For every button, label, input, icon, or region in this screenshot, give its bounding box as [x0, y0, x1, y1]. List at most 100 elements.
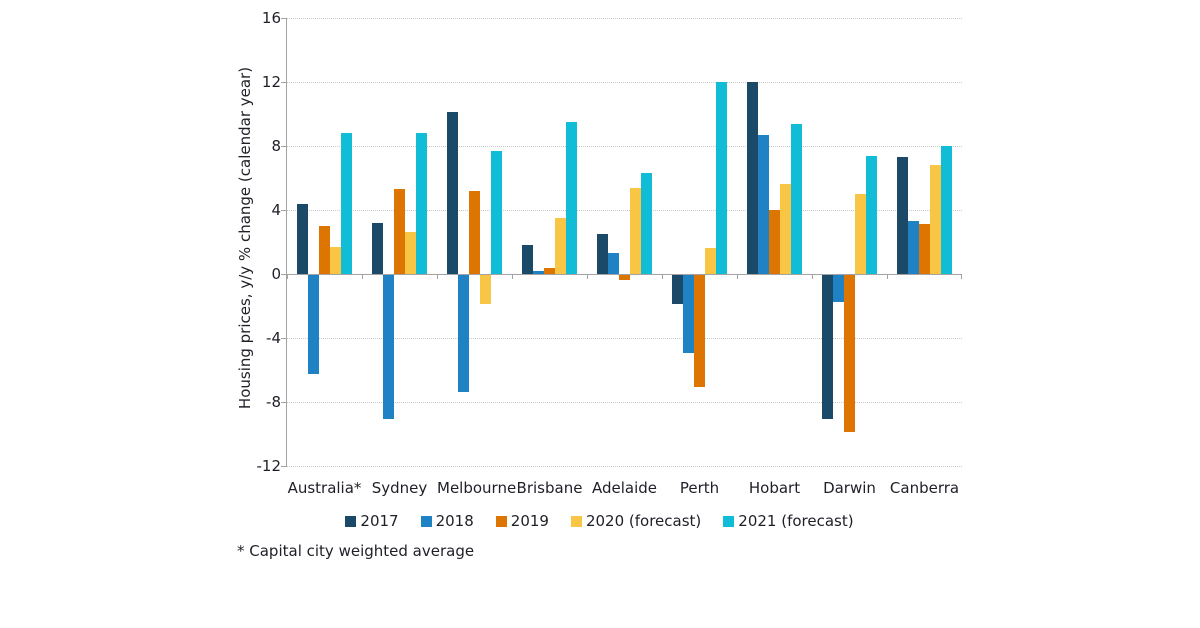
legend-swatch — [345, 515, 357, 527]
y-axis-tick — [281, 466, 287, 467]
bar — [533, 270, 544, 274]
bar — [297, 203, 308, 274]
legend-label: 2017 — [360, 512, 399, 530]
y-axis-title: Housing prices, y/y % change (calendar y… — [236, 66, 254, 410]
x-tick-label: Perth — [679, 479, 720, 497]
y-tick-label: 8 — [271, 137, 281, 155]
bar — [758, 134, 769, 274]
y-axis-line — [286, 18, 287, 467]
bar — [694, 275, 705, 387]
bar — [555, 218, 566, 274]
bar — [641, 173, 652, 274]
bar — [447, 112, 458, 274]
bar — [833, 275, 844, 303]
x-tick-label: Canberra — [889, 479, 960, 497]
bar — [630, 187, 641, 274]
x-axis-tick — [662, 274, 663, 279]
bar — [941, 146, 952, 274]
gridline — [287, 210, 962, 211]
x-axis-tick — [287, 274, 288, 279]
y-tick-label: -12 — [256, 457, 282, 475]
gridline — [287, 146, 962, 147]
x-axis-tick — [961, 274, 962, 279]
legend-label: 2019 — [510, 512, 549, 530]
y-axis-tick — [281, 338, 287, 339]
bar — [319, 226, 330, 274]
x-tick-label: Australia* — [287, 479, 362, 497]
legend-label: 2018 — [435, 512, 474, 530]
x-axis-tick — [812, 274, 813, 279]
legend-swatch — [495, 515, 507, 527]
legend: 2017 2018 2019 2020 (forecast) 2021 (forecas… — [262, 512, 937, 530]
bar — [919, 224, 930, 274]
y-tick-label: 0 — [271, 265, 281, 283]
bar — [822, 275, 833, 419]
bar — [330, 246, 341, 274]
x-tick-label: Sydney — [371, 479, 428, 497]
bar — [544, 267, 555, 274]
gridline — [287, 18, 962, 19]
y-axis-tick — [281, 18, 287, 19]
bar — [491, 150, 502, 274]
x-axis-tick — [887, 274, 888, 279]
legend-swatch — [570, 515, 582, 527]
legend-label: 2020 (forecast) — [585, 512, 702, 530]
x-axis-tick — [512, 274, 513, 279]
bar — [855, 194, 866, 274]
x-tick-label: Hobart — [748, 479, 801, 497]
bar — [608, 253, 619, 274]
bar — [458, 275, 469, 392]
bar — [844, 275, 855, 432]
y-axis-tick — [281, 210, 287, 211]
gridline — [287, 402, 962, 403]
y-tick-label: 12 — [261, 73, 281, 91]
bar — [769, 210, 780, 274]
x-axis-tick — [737, 274, 738, 279]
bar — [866, 155, 877, 274]
bar — [469, 190, 480, 274]
legend-label: 2021 (forecast) — [738, 512, 854, 530]
bar — [791, 123, 802, 274]
x-axis-tick — [362, 274, 363, 279]
bar — [672, 275, 683, 304]
legend-item: 2021 (forecast) — [723, 512, 854, 530]
bar — [716, 82, 727, 274]
x-tick-label: Brisbane — [516, 479, 583, 497]
gridline — [287, 466, 962, 467]
y-axis-tick — [281, 274, 287, 275]
bar — [747, 82, 758, 274]
bar — [930, 165, 941, 274]
x-tick-label: Darwin — [823, 479, 876, 497]
y-tick-label: -8 — [266, 393, 281, 411]
gridline — [287, 338, 962, 339]
x-axis-tick — [437, 274, 438, 279]
bar — [683, 275, 694, 354]
bar — [908, 221, 919, 274]
legend-item: 2017 — [345, 512, 399, 530]
bar — [566, 122, 577, 274]
legend-item: 2018 — [420, 512, 474, 530]
bar — [394, 189, 405, 274]
y-axis-tick — [281, 402, 287, 403]
bar — [780, 184, 791, 274]
legend-swatch — [723, 515, 735, 527]
bar — [897, 157, 908, 274]
bar — [308, 275, 319, 375]
bar — [705, 248, 716, 274]
legend-item: 2019 — [495, 512, 549, 530]
x-tick-label: Adelaide — [591, 479, 658, 497]
y-axis-tick — [281, 146, 287, 147]
bar — [619, 275, 630, 280]
plot-area: 16 12 8 4 0 -4 -8 -12 Australia* Sydney Melbourne B… — [257, 9, 962, 497]
gridline — [287, 82, 962, 83]
y-tick-label: 4 — [271, 201, 281, 219]
bar — [383, 275, 394, 419]
y-tick-label: 16 — [261, 9, 281, 27]
x-tick-label: Melbourne — [437, 479, 517, 497]
bar — [416, 133, 427, 274]
bar — [597, 234, 608, 274]
bar — [480, 275, 491, 304]
legend-swatch — [420, 515, 432, 527]
y-tick-label: -4 — [266, 329, 281, 347]
